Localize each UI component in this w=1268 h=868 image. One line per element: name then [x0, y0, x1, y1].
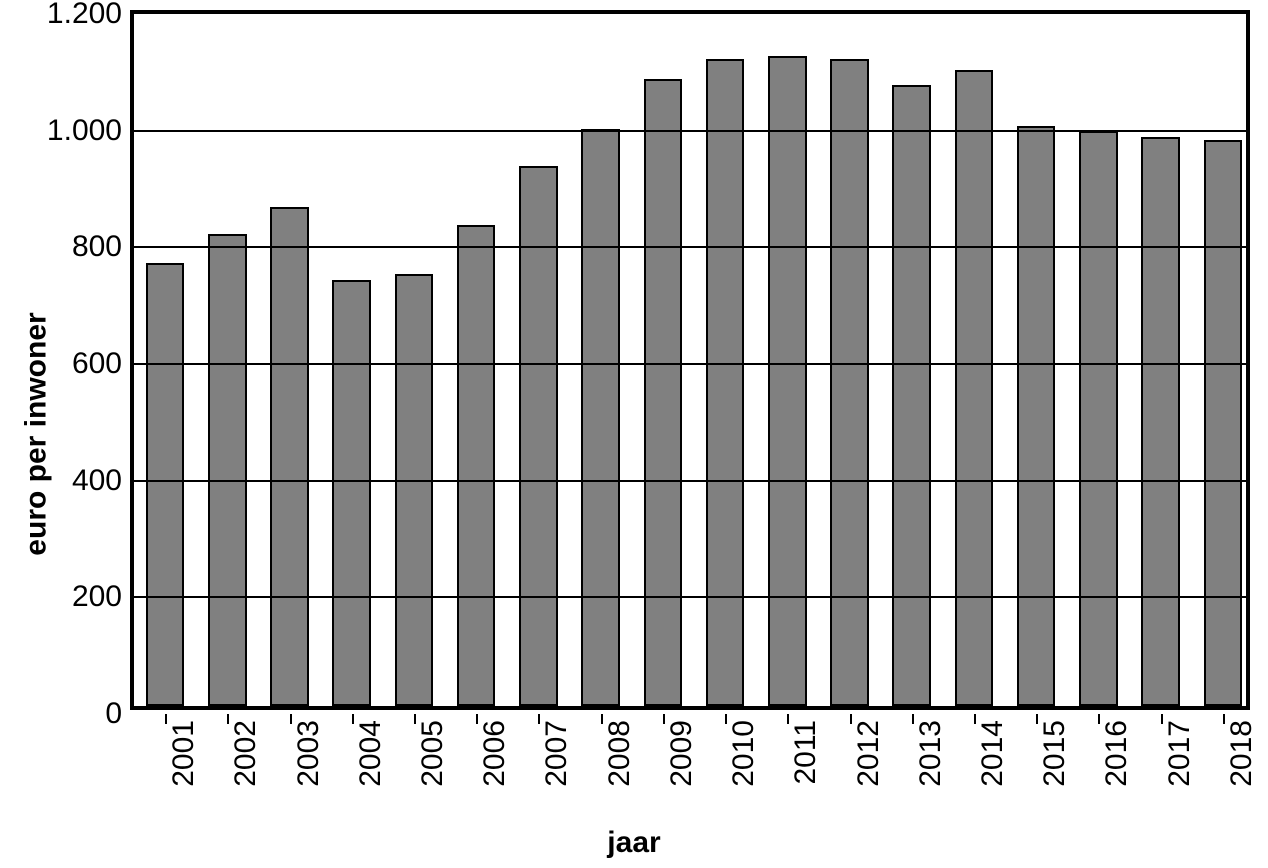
y-tick-label: 1.200	[47, 0, 134, 31]
bar	[892, 85, 931, 706]
bar	[644, 79, 683, 706]
gridline	[134, 130, 1246, 132]
gridline	[134, 246, 1246, 248]
x-tick-label: 2003	[292, 720, 326, 787]
bar-chart: euro per inwoner jaar 02004006008001.000…	[0, 0, 1268, 868]
x-axis-label: jaar	[607, 826, 660, 860]
bar	[1141, 137, 1180, 706]
gridline	[134, 480, 1246, 482]
x-tick-label: 2001	[167, 720, 201, 787]
x-tick-label: 2005	[416, 720, 450, 787]
x-tick-label: 2002	[229, 720, 263, 787]
bar	[332, 280, 371, 706]
y-axis-label: euro per inwoner	[20, 312, 54, 555]
x-tick-label: 2013	[914, 720, 948, 787]
bar	[1017, 126, 1056, 706]
bar	[146, 263, 185, 706]
bar	[955, 70, 994, 706]
x-tick-label: 2008	[603, 720, 637, 787]
gridline	[134, 363, 1246, 365]
y-tick-label: 400	[72, 464, 134, 498]
x-tick-label: 2007	[540, 720, 574, 787]
y-tick-label: 200	[72, 580, 134, 614]
bar	[830, 59, 869, 707]
x-tick-label: 2015	[1038, 720, 1072, 787]
x-tick-label: 2010	[727, 720, 761, 787]
bar	[395, 274, 434, 706]
x-tick-label: 2011	[789, 720, 823, 785]
bar	[1204, 140, 1243, 706]
bars-container	[134, 14, 1246, 706]
x-tick-label: 2018	[1225, 720, 1259, 787]
x-tick-label: 2014	[976, 720, 1010, 787]
x-tick-label: 2004	[354, 720, 388, 787]
y-tick-label: 1.000	[47, 114, 134, 148]
x-tick-label: 2016	[1100, 720, 1134, 787]
x-tick-label: 2012	[852, 720, 886, 787]
y-tick-label: 800	[72, 230, 134, 264]
y-tick-label: 0	[105, 697, 134, 731]
gridline	[134, 596, 1246, 598]
bar	[208, 234, 247, 707]
bar	[457, 225, 496, 706]
y-tick-label: 600	[72, 347, 134, 381]
plot-area: 02004006008001.0001.20020012002200320042…	[130, 10, 1250, 710]
bar	[768, 56, 807, 706]
bar	[270, 207, 309, 706]
x-tick-label: 2009	[665, 720, 699, 787]
x-tick-label: 2017	[1163, 720, 1197, 787]
bar	[706, 59, 745, 707]
bar	[1079, 131, 1118, 706]
x-tick-label: 2006	[478, 720, 512, 787]
bar	[581, 129, 620, 707]
